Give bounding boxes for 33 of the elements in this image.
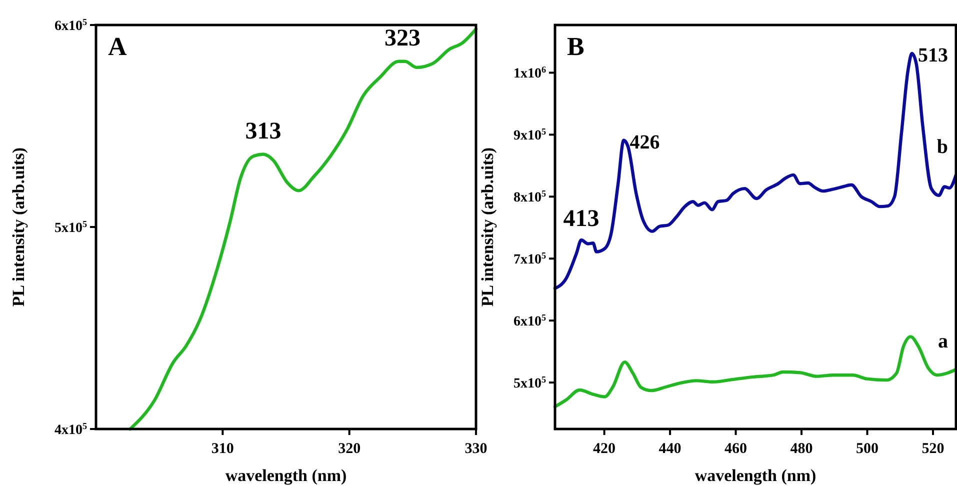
- line-series: [128, 27, 478, 431]
- y-axis-title: PL intensity (arb.uits): [478, 147, 497, 307]
- x-tick-label: 520: [922, 441, 944, 457]
- y-axis-title: PL intensity (arb.uits): [9, 147, 28, 307]
- series-label: a: [938, 330, 948, 353]
- annotation: 426: [630, 131, 660, 154]
- annotation: 323: [384, 25, 421, 52]
- y-tick-label: 9x10$^{5}$: [513, 126, 546, 144]
- x-tick-label: 440: [658, 441, 682, 457]
- x-tick-label: 420: [593, 441, 616, 457]
- y-tick-label: 5x10$^{5}$: [513, 374, 546, 392]
- y-tick-label: 1x10$^{6}$: [513, 64, 546, 82]
- y-tick-label: 6x10$^{5}$: [513, 312, 546, 330]
- y-tick-label: 6x10$^{5}$: [54, 17, 88, 34]
- x-tick-label: 310: [211, 441, 234, 457]
- x-tick-label: 330: [464, 441, 488, 457]
- series-label: b: [936, 136, 948, 158]
- y-tick-label: 5x10$^{5}$: [54, 219, 88, 236]
- annotation: 513: [918, 44, 948, 67]
- x-tick-label: 480: [790, 441, 813, 457]
- chart-title: B: [567, 32, 584, 61]
- x-tick-label: 320: [338, 441, 361, 457]
- y-tick-label: 8x10$^{5}$: [513, 188, 546, 206]
- x-axis-title: wavelength (nm): [694, 466, 816, 485]
- annotation: 413: [563, 206, 600, 232]
- annotation: 313: [245, 118, 282, 144]
- x-tick-label: 460: [724, 441, 748, 457]
- y-tick-label: 7x10$^{5}$: [513, 250, 546, 268]
- y-tick-label: 4x10$^{5}$: [54, 421, 88, 438]
- line-series: [553, 335, 957, 408]
- x-tick-label: 500: [856, 441, 879, 457]
- x-axis-title: wavelength (nm): [225, 466, 347, 485]
- chart-title: A: [108, 32, 127, 61]
